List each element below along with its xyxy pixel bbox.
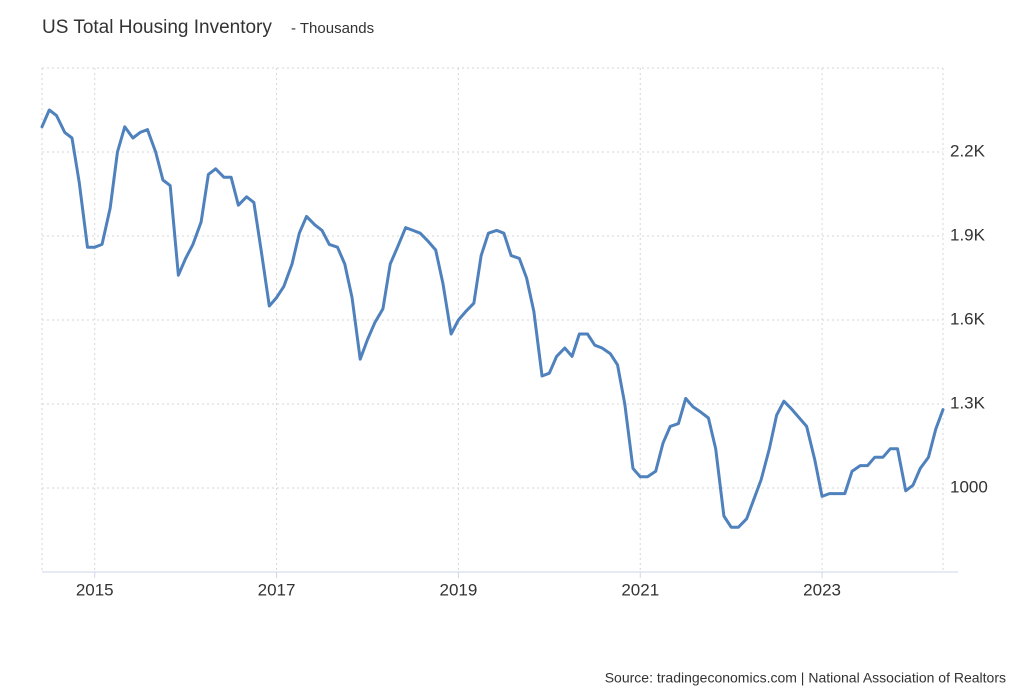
y-tick-label: 1.6K bbox=[950, 309, 986, 328]
chart-subtitle: - Thousands bbox=[291, 20, 374, 37]
chart-title: US Total Housing Inventory bbox=[42, 17, 272, 38]
data-line bbox=[40, 108, 945, 529]
y-tick-label: 1000 bbox=[950, 477, 988, 496]
x-tick-label: 2019 bbox=[439, 580, 477, 599]
x-tick-label: 2015 bbox=[76, 580, 114, 599]
y-tick-label: 1.9K bbox=[950, 225, 986, 244]
y-tick-label: 1.3K bbox=[950, 393, 986, 412]
y-tick-label: 2.2K bbox=[950, 141, 986, 160]
source: Source: tradingeconomics.com | National … bbox=[605, 670, 1006, 686]
x-tick-label: 2021 bbox=[621, 580, 659, 599]
x-tick-label: 2017 bbox=[258, 580, 296, 599]
x-tick-label: 2023 bbox=[803, 580, 841, 599]
